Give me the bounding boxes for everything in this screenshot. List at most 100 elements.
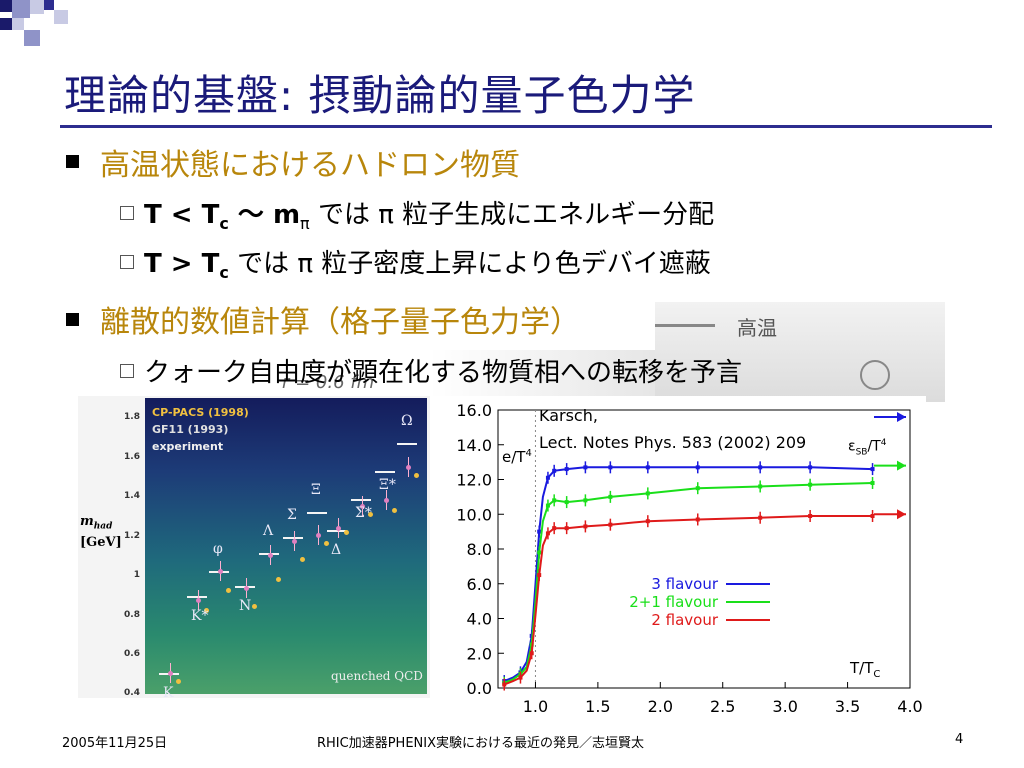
y-tick-label: 2.0: [467, 644, 492, 663]
data-point: [583, 498, 588, 503]
bullet-2-text: 離散的数値計算（格子量子色力学）: [100, 305, 580, 340]
data-point: [645, 491, 650, 496]
t-less-than: T < T: [144, 200, 220, 230]
gf11-point: [276, 576, 281, 582]
sub-1-2-tail: では π 粒子密度上昇により色デバイ遮蔽: [228, 249, 711, 279]
y-tick-label: 8.0: [467, 540, 492, 559]
y-tick-label: 0.0: [467, 679, 492, 698]
hadron-mass-plot: CP-PACS (1998) GF11 (1993) experiment qu…: [145, 398, 427, 701]
data-point: [537, 573, 542, 578]
energy-density-svg: 0.0 2.0 4.0 6.0 8.0 10.0 12.0 14.0 16.0 1.0 1.5 2.0…: [456, 401, 922, 716]
particle-label: N: [239, 598, 252, 615]
data-point: [758, 515, 763, 520]
experiment-mark: [397, 443, 417, 446]
particle-label: Δ: [331, 541, 342, 558]
hollow-square-icon: [120, 254, 134, 269]
quenched-qcd-label: quenched QCD: [331, 669, 423, 683]
sub-bullet-1-2: T > Tc では π 粒子密度上昇により色デバイ遮蔽: [120, 243, 711, 282]
x-tick-label: 2.0: [648, 697, 673, 716]
deco-square-6: [24, 30, 40, 46]
data-point: [808, 482, 813, 487]
particle-label: K*: [191, 608, 209, 625]
cp-pacs-point: [168, 671, 173, 677]
data-point: [758, 465, 763, 470]
particle-label: Ω: [401, 413, 413, 430]
bullet-marker-1: [66, 155, 79, 168]
x-tick-label: 1.5: [585, 697, 610, 716]
particle-label: Ξ: [311, 481, 321, 498]
data-point: [545, 531, 550, 536]
data-point: [645, 465, 650, 470]
sb-label-sub: SB: [855, 447, 868, 458]
sub-bullet-2-1: クォーク自由度が顕在化する物質相への転移を予言: [120, 352, 742, 389]
gf11-point: [368, 512, 373, 518]
deco-square-7: [44, 0, 54, 10]
sb-arrow-head: [897, 411, 906, 422]
gf11-point: [344, 529, 349, 535]
data-point: [758, 484, 763, 489]
data-point: [645, 519, 650, 524]
y-tick-label: 14.0: [456, 436, 492, 455]
title-rule: [60, 125, 992, 128]
experiment-mark: [351, 499, 371, 502]
x-axis-label: T/TC: [850, 659, 880, 680]
particle-label: Σ*: [355, 505, 372, 522]
hollow-square-icon: [120, 363, 134, 378]
data-point: [583, 524, 588, 529]
circle-deco: [860, 360, 890, 390]
data-point: [564, 500, 569, 505]
y-tick-label: 12.0: [456, 471, 492, 490]
page-number: 4: [955, 732, 964, 747]
particle-label: K: [163, 685, 174, 702]
particle-label: Ξ*: [379, 476, 396, 493]
x-tick-label: 3.5: [835, 697, 860, 716]
x-tick-label: 3.0: [772, 697, 797, 716]
data-point: [608, 522, 613, 527]
cp-pacs-point: [336, 525, 341, 531]
data-point: [808, 513, 813, 518]
legend-gf11: GF11 (1993): [152, 423, 229, 436]
cp-pacs-point: [360, 504, 365, 510]
data-point: [564, 467, 569, 472]
data-point: [608, 465, 613, 470]
y-axis-label: e/T4: [502, 448, 532, 466]
sub-2-1-text: クォーク自由度が顕在化する物質相への転移を予言: [144, 358, 743, 388]
y-axis-label-sup: 4: [525, 448, 532, 459]
data-point: [502, 682, 507, 687]
data-point: [537, 529, 542, 534]
y-tick-label: 10.0: [456, 505, 492, 524]
y-axis-unit: [GeV]: [80, 534, 122, 550]
y-tick-label: 16.0: [456, 401, 492, 420]
t-greater-than: T > T: [144, 249, 220, 279]
bullet-marker-2: [66, 313, 79, 326]
legend-label: 2 flavour: [651, 611, 719, 629]
y-axis-label-sub: had: [93, 521, 113, 532]
gf11-point: [414, 472, 419, 478]
ytick-label: 1.8: [124, 412, 140, 422]
data-point: [552, 468, 557, 473]
data-point: [529, 651, 534, 656]
x-axis-label-main: T/T: [850, 659, 874, 677]
legend-label: 2+1 flavour: [629, 593, 719, 611]
footer-date: 2005年11月25日: [62, 736, 168, 751]
data-point: [552, 498, 557, 503]
sub-bullet-1-1: T < Tc ～ mπ では π 粒子生成にエネルギー分配: [120, 194, 714, 233]
ytick-label: 0.4: [124, 688, 140, 698]
x-tick-label: 1.0: [523, 697, 548, 716]
sb-arrow-head: [897, 460, 906, 471]
data-point: [695, 486, 700, 491]
ytick-label: 1.2: [124, 531, 140, 541]
gf11-point: [204, 607, 209, 613]
hollow-square-icon: [120, 205, 134, 220]
deco-square-5: [0, 18, 12, 30]
y-tick-label: 4.0: [467, 610, 492, 629]
data-point: [870, 480, 875, 485]
particle-label: φ: [213, 540, 223, 557]
y-axis-label-main: e/T: [502, 448, 526, 466]
gf11-point: [300, 557, 305, 563]
citation-line-2: Lect. Notes Phys. 583 (2002) 209: [539, 433, 807, 452]
page-title: 理論的基盤: 摂動論的量子色力学: [64, 71, 696, 120]
deco-square-1: [0, 0, 12, 12]
ytick-label: 1.4: [124, 491, 140, 501]
tc-sub: c: [219, 214, 229, 234]
